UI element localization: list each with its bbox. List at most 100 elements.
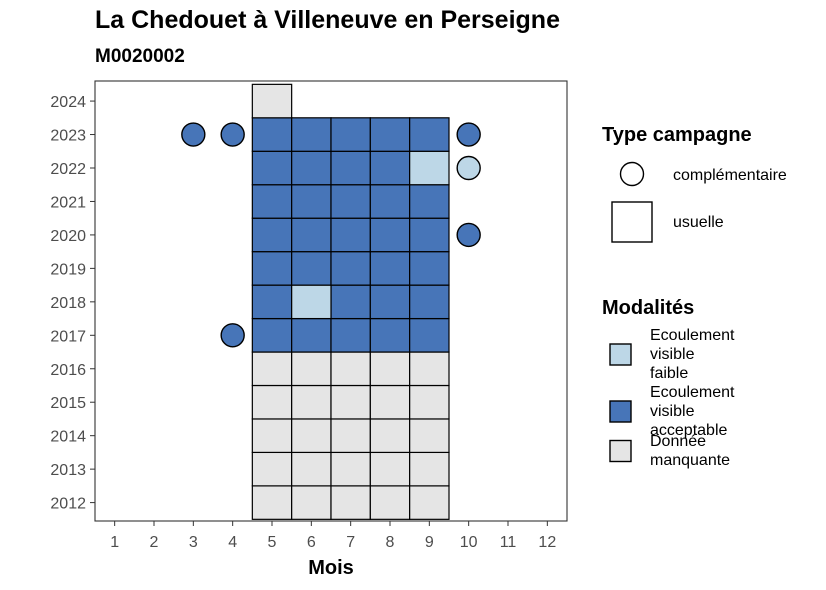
legend-type-title: Type campagne — [602, 124, 752, 146]
legend-modalites: Modalités Ecoulement visible faible Ecoulem… — [602, 297, 735, 469]
y-tick-label: 2017 — [50, 328, 86, 345]
tile-2017-5 — [251, 317, 293, 353]
x-tick-label: 10 — [460, 534, 478, 551]
legend-modalite-swatch — [609, 400, 632, 423]
x-tick-label: 12 — [538, 534, 556, 551]
y-tick-label: 2018 — [50, 295, 86, 312]
y-tick-label: 2020 — [50, 228, 86, 245]
x-tick-label: 9 — [425, 534, 434, 551]
legend-modalite-label: Donnée — [650, 433, 706, 450]
tile-2022-8 — [369, 150, 411, 186]
legend-circle-swatch — [619, 161, 645, 187]
tile-2024-5 — [251, 83, 293, 119]
legend-modalite-label: Ecoulement — [650, 327, 735, 344]
tile-2022-9 — [409, 150, 450, 186]
legend-modalite-label: manquante — [650, 452, 730, 469]
legend-modalite-label: Ecoulement — [650, 384, 735, 401]
y-tick-label: 2023 — [50, 128, 86, 145]
x-tick-label: 7 — [346, 534, 355, 551]
legend-modalite-label: visible — [650, 403, 695, 420]
tile-2021-6 — [291, 184, 332, 219]
legend-modalite-label: visible — [650, 346, 695, 363]
y-tick-label: 2024 — [50, 94, 86, 111]
tile-2014-9 — [409, 418, 450, 454]
tile-2019-7 — [330, 251, 371, 286]
tile-2022-6 — [291, 150, 332, 186]
y-tick-label: 2015 — [50, 395, 86, 412]
tile-2015-8 — [369, 384, 411, 420]
plot-frame — [94, 80, 568, 522]
legend-modalites-title: Modalités — [602, 297, 694, 319]
point-2023-10 — [456, 122, 481, 147]
tile-2017-6 — [291, 317, 332, 353]
tile-2019-8 — [369, 251, 411, 286]
x-tick-label: 6 — [307, 534, 316, 551]
tile-2013-7 — [330, 451, 371, 487]
tile-2015-6 — [291, 384, 332, 420]
tile-2014-6 — [291, 418, 332, 454]
y-axis: 2012 2013 2014 2015 2016 2017 2018 2019 2020 2021… — [50, 94, 95, 513]
tile-2012-7 — [330, 485, 371, 520]
tile-2022-5 — [251, 150, 293, 186]
legend-type-campagne: Type campagne complémentaire usuelle — [602, 124, 787, 243]
tile-2018-8 — [369, 284, 411, 320]
tile-2018-9 — [409, 284, 450, 320]
tile-2013-8 — [369, 451, 411, 487]
y-tick-label: 2022 — [50, 161, 86, 178]
x-tick-label: 5 — [268, 534, 277, 551]
tile-2017-7 — [330, 317, 371, 353]
x-tick-label: 2 — [150, 534, 159, 551]
tile-2020-6 — [291, 217, 332, 253]
x-tick-label: 8 — [386, 534, 395, 551]
tile-2013-6 — [291, 451, 332, 487]
x-tick-label: 4 — [228, 534, 237, 551]
x-axis: 1 2 3 4 5 6 7 8 9 10 11 12 — [110, 521, 556, 551]
tile-2016-7 — [330, 351, 371, 387]
tile-2016-6 — [291, 351, 332, 387]
tile-2016-8 — [369, 351, 411, 387]
tile-2021-5 — [251, 184, 293, 219]
point-2022-10 — [456, 155, 481, 181]
tile-2023-6 — [291, 117, 332, 152]
y-tick-label: 2021 — [50, 194, 86, 211]
legend-square-swatch — [611, 201, 653, 243]
tile-2023-9 — [409, 117, 450, 152]
tile-2019-9 — [409, 251, 450, 286]
chart-subtitle: M0020002 — [95, 46, 185, 67]
legend-modalite-swatch — [609, 439, 632, 463]
tile-2014-8 — [369, 418, 411, 454]
y-tick-label: 2012 — [50, 496, 86, 513]
tile-2023-5 — [251, 117, 293, 152]
point-2017-4 — [220, 323, 245, 348]
point-2023-4 — [220, 122, 245, 147]
legend-usuelle-label: usuelle — [673, 214, 724, 231]
tile-2016-5 — [251, 351, 293, 387]
tile-2019-6 — [291, 251, 332, 286]
tile-2017-8 — [369, 317, 411, 353]
chart-title: La Chedouet à Villeneuve en Perseigne — [95, 6, 560, 34]
tile-2023-7 — [330, 117, 371, 152]
tile-2021-7 — [330, 184, 371, 219]
tile-2019-5 — [251, 251, 293, 286]
tile-2015-5 — [251, 384, 293, 420]
usuelle-tiles — [251, 83, 450, 520]
y-tick-label: 2014 — [50, 429, 86, 446]
point-2020-10 — [456, 222, 481, 248]
legend-modalite-label: acceptable — [650, 422, 727, 439]
tile-2018-7 — [330, 284, 371, 320]
tile-2018-6 — [291, 284, 332, 320]
y-tick-label: 2016 — [50, 362, 86, 379]
tile-2021-8 — [369, 184, 411, 219]
tile-2012-9 — [409, 485, 450, 520]
x-tick-label: 3 — [189, 534, 198, 551]
tile-2022-7 — [330, 150, 371, 186]
tile-2013-5 — [251, 451, 293, 487]
legend-modalite-label: faible — [650, 365, 688, 382]
tile-2018-5 — [251, 284, 293, 320]
legend-modalite-swatch — [609, 343, 632, 366]
tile-2015-9 — [409, 384, 450, 420]
tile-2020-8 — [369, 217, 411, 253]
tile-2021-9 — [409, 184, 450, 219]
tile-2013-9 — [409, 451, 450, 487]
